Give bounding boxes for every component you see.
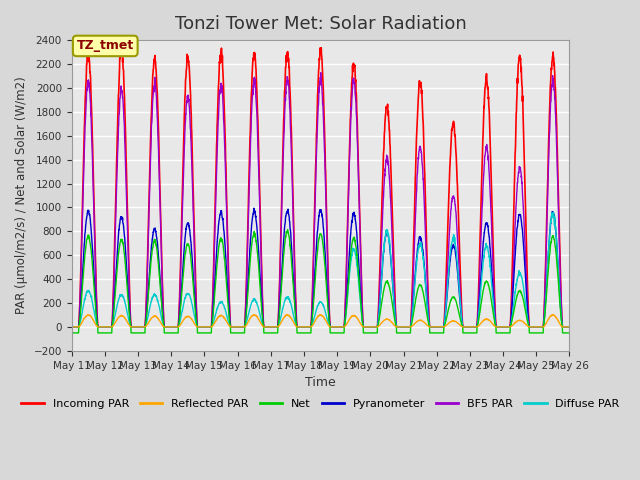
BF5 PAR [68, 324, 76, 330]
Pyranometer [68, 324, 76, 330]
Diffuse PAR [465, 324, 472, 330]
Reflected PAR [346, 316, 353, 322]
Legend: Incoming PAR, Reflected PAR, Net, Pyranometer, BF5 PAR, Diffuse PAR: Incoming PAR, Reflected PAR, Net, Pyrano… [17, 395, 624, 414]
Incoming PAR [207, 324, 214, 330]
Diffuse PAR [335, 324, 342, 330]
Net [522, 308, 529, 313]
X-axis label: Time: Time [305, 376, 336, 389]
Diffuse PAR [522, 297, 529, 303]
Diffuse PAR [68, 324, 76, 330]
Line: Reflected PAR: Reflected PAR [72, 314, 569, 327]
Pyranometer [335, 324, 342, 330]
Diffuse PAR [207, 324, 214, 330]
Reflected PAR [522, 321, 529, 327]
Reflected PAR [536, 324, 543, 330]
Line: Diffuse PAR: Diffuse PAR [72, 213, 569, 327]
Reflected PAR [335, 324, 342, 330]
Pyranometer [465, 324, 472, 330]
Reflected PAR [207, 324, 214, 330]
Incoming PAR [522, 201, 529, 206]
Reflected PAR [283, 312, 291, 317]
Incoming PAR [317, 45, 325, 51]
Pyranometer [522, 274, 529, 279]
Line: Pyranometer: Pyranometer [72, 208, 569, 327]
Pyranometer [250, 205, 258, 211]
Net [335, 330, 342, 336]
BF5 PAR [346, 159, 353, 165]
Net [346, 266, 353, 272]
BF5 PAR [335, 324, 342, 330]
Pyranometer [207, 324, 214, 330]
Line: BF5 PAR: BF5 PAR [72, 73, 569, 327]
Pyranometer [346, 251, 353, 256]
BF5 PAR [565, 324, 573, 330]
BF5 PAR [522, 251, 529, 257]
Net [565, 330, 573, 336]
Net [207, 330, 214, 336]
Reflected PAR [465, 324, 472, 330]
Reflected PAR [565, 324, 573, 330]
Incoming PAR [68, 324, 76, 330]
Incoming PAR [465, 324, 472, 330]
Text: TZ_tmet: TZ_tmet [77, 39, 134, 52]
BF5 PAR [536, 324, 543, 330]
BF5 PAR [465, 324, 472, 330]
Diffuse PAR [550, 210, 557, 216]
Diffuse PAR [346, 276, 353, 282]
Net [465, 330, 472, 336]
Incoming PAR [536, 324, 543, 330]
Reflected PAR [68, 324, 76, 330]
Pyranometer [536, 324, 543, 330]
Diffuse PAR [535, 324, 543, 330]
Net [68, 330, 76, 336]
Incoming PAR [335, 324, 342, 330]
Incoming PAR [346, 151, 353, 157]
Y-axis label: PAR (μmol/m2/s) / Net and Solar (W/m2): PAR (μmol/m2/s) / Net and Solar (W/m2) [15, 77, 28, 314]
Title: Tonzi Tower Met: Solar Radiation: Tonzi Tower Met: Solar Radiation [175, 15, 467, 33]
Line: Incoming PAR: Incoming PAR [72, 48, 569, 327]
Diffuse PAR [565, 324, 573, 330]
Incoming PAR [565, 324, 573, 330]
Pyranometer [565, 324, 573, 330]
Net [284, 227, 291, 232]
Line: Net: Net [72, 229, 569, 333]
BF5 PAR [207, 324, 214, 330]
BF5 PAR [317, 70, 324, 76]
Net [536, 330, 543, 336]
